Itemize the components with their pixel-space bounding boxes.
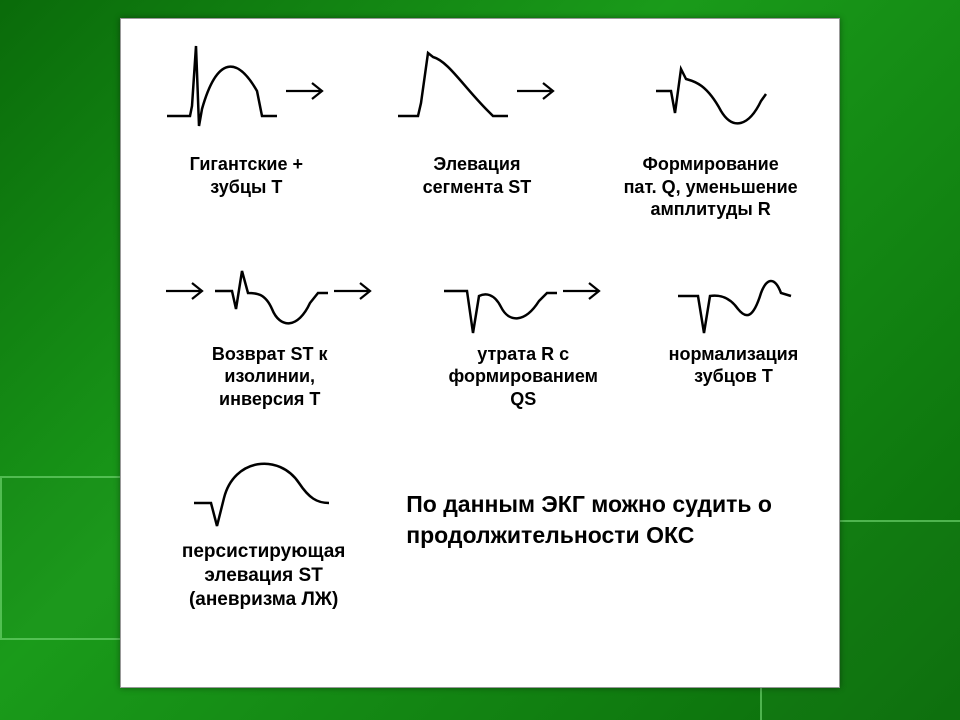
content-card: Гигантские + зубцы Т Элевация сегмента S…: [120, 18, 840, 688]
arrow-icon: [513, 76, 561, 106]
stage-st-return: Возврат ST к изолинии, инверсия T: [162, 241, 378, 411]
waveform-aneurysm: [189, 428, 339, 538]
stage-st-elevation: Элевация сегмента ST: [393, 31, 561, 198]
stage-label: Возврат ST к изолинии, инверсия T: [212, 343, 328, 411]
stage-row-2: Возврат ST к изолинии, инверсия T утрата…: [131, 241, 829, 411]
summary-block: По данным ЭКГ можно судить о продолжител…: [396, 489, 829, 551]
stage-aneurysm: персистирующая элевация ST (аневризма ЛЖ…: [131, 428, 396, 611]
waveform-qs: [439, 241, 559, 341]
stage-label: нормализация зубцов Т: [669, 343, 799, 388]
stage-t-normalization: нормализация зубцов Т: [669, 241, 799, 388]
waveform-path-q: [651, 31, 771, 151]
arrow-icon: [162, 276, 210, 306]
arrow-icon: [282, 76, 330, 106]
slide-background: Гигантские + зубцы Т Элевация сегмента S…: [0, 0, 960, 720]
stage-row-3: персистирующая элевация ST (аневризма ЛЖ…: [131, 428, 829, 611]
summary-text: По данным ЭКГ можно судить о продолжител…: [406, 489, 821, 551]
waveform-st-return: [210, 241, 330, 341]
stage-label: Гигантские + зубцы Т: [190, 153, 303, 198]
stage-label: Элевация сегмента ST: [423, 153, 532, 198]
stage-label: персистирующая элевация ST (аневризма ЛЖ…: [182, 540, 346, 611]
waveform-giant-t: [162, 31, 282, 151]
waveform-t-normal: [673, 241, 793, 341]
stage-label: Формирование пат. Q, уменьшение амплитуд…: [624, 153, 798, 221]
stage-qs-formation: утрата R c формированием QS: [439, 241, 607, 411]
stage-giant-t: Гигантские + зубцы Т: [162, 31, 330, 198]
stage-row-1: Гигантские + зубцы Т Элевация сегмента S…: [131, 31, 829, 221]
stage-label: утрата R c формированием QS: [448, 343, 598, 411]
arrow-icon: [330, 276, 378, 306]
arrow-icon: [559, 276, 607, 306]
stage-path-q: Формирование пат. Q, уменьшение амплитуд…: [624, 31, 798, 221]
waveform-st-elevation: [393, 31, 513, 151]
